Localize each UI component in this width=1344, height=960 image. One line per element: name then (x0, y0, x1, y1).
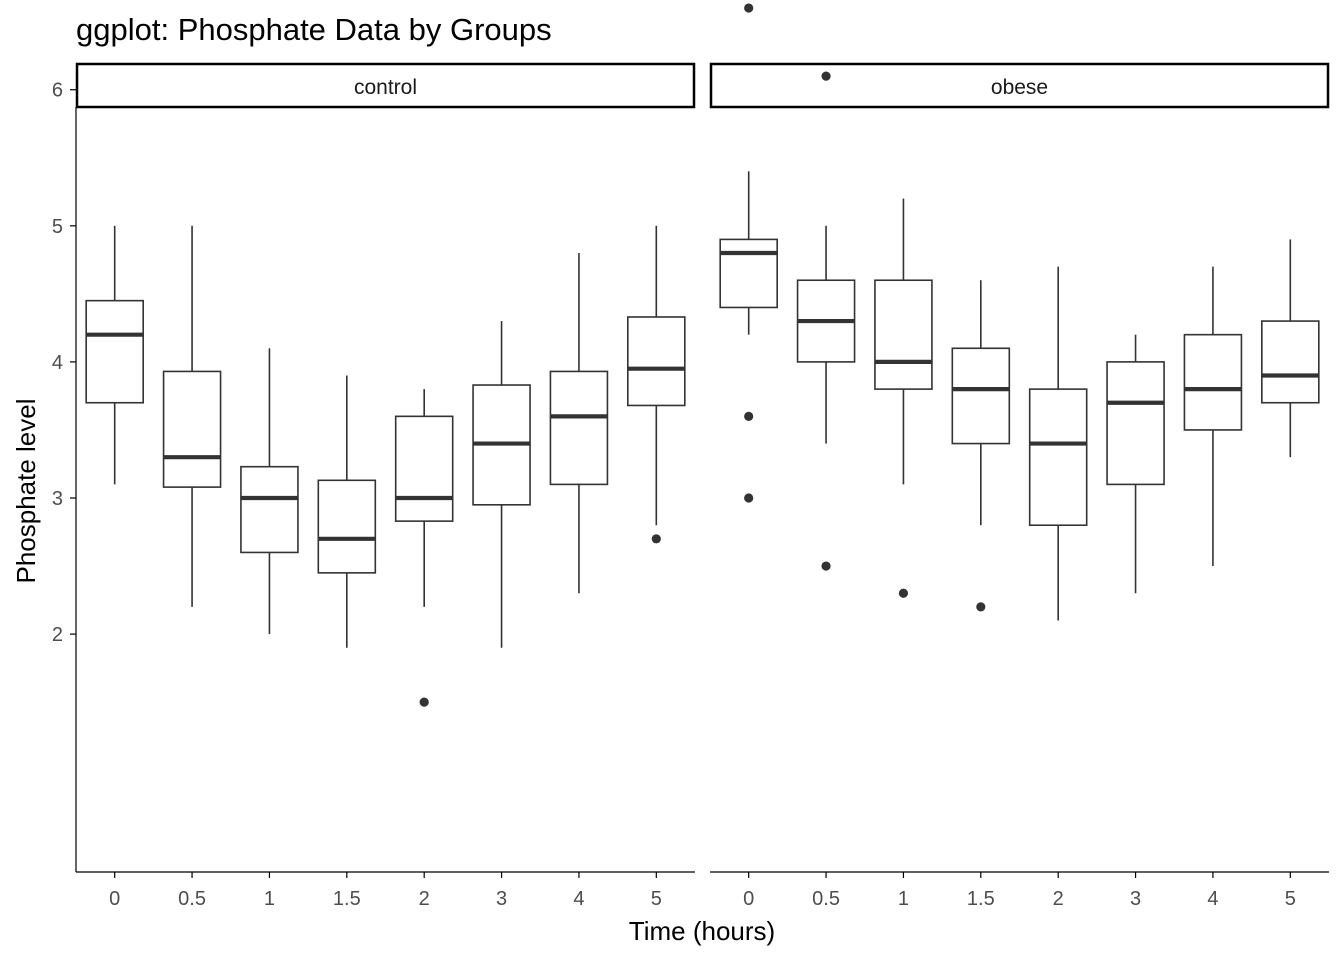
box-control-0 (85, 225, 144, 485)
outlier-point (821, 561, 831, 571)
outlier-point (651, 534, 661, 544)
box-obese-2 (1028, 266, 1088, 621)
box-iqr (85, 299, 144, 404)
x-tick-label: 4 (1207, 888, 1218, 910)
box-control-1 (240, 348, 299, 635)
x-tick-label: 1 (898, 888, 909, 910)
box-obese-4 (1183, 266, 1243, 567)
box-iqr (874, 279, 933, 390)
box-iqr (240, 465, 299, 554)
outlier-point (744, 3, 754, 13)
facet-panel-control: control 0 0.5 1 1.5 2 3 4 5 (75, 62, 696, 910)
box-iqr (162, 370, 222, 488)
x-tick-label: 0.5 (812, 888, 840, 910)
box-iqr (1183, 333, 1243, 431)
box-obese-1 (874, 198, 933, 598)
box-control-5 (627, 225, 686, 544)
x-tick-label: 0 (109, 888, 120, 910)
x-tick-label: 1.5 (967, 888, 995, 910)
box-obese-3 (1106, 334, 1165, 594)
y-axis-title: Phosphate level (11, 398, 41, 583)
outlier-point (976, 602, 986, 612)
facet-panel-obese: obese 0 0.5 1 1.5 2 3 4 5 (709, 3, 1330, 910)
y-tick-label: 6 (52, 80, 63, 102)
x-tick-label: 3 (1130, 888, 1141, 910)
chart-title: ggplot: Phosphate Data by Groups (76, 12, 552, 47)
facet-strip (709, 62, 1330, 109)
box-iqr (1106, 361, 1165, 486)
x-tick-label: 5 (1285, 888, 1296, 910)
x-tick-label: 2 (1053, 888, 1064, 910)
box-control-1.5 (317, 375, 377, 648)
outlier-point (744, 493, 754, 503)
y-tick-label: 4 (52, 352, 63, 374)
box-obese-5 (1261, 239, 1320, 458)
x-tick-label: 1.5 (333, 888, 361, 910)
facet-strip (75, 62, 696, 109)
box-iqr (317, 479, 377, 574)
facets: 2 3 4 5 6 control 0 0.5 1 1.5 2 3 4 5 obese 0 0.5 1 1.5 2 3 4… (52, 3, 1330, 910)
x-tick-label: 4 (573, 888, 584, 910)
x-tick-label: 2 (419, 888, 430, 910)
box-obese-0 (719, 3, 778, 503)
box-iqr (549, 370, 609, 486)
box-iqr (719, 238, 778, 309)
facet-strip-label: control (354, 76, 417, 99)
x-tick-label: 0 (743, 888, 754, 910)
box-control-2 (394, 389, 454, 707)
box-control-0.5 (162, 225, 222, 607)
outlier-point (744, 411, 754, 421)
box-iqr (1028, 388, 1088, 527)
y-tick-label: 5 (52, 216, 63, 238)
box-iqr (627, 316, 686, 407)
outlier-point (821, 71, 831, 81)
outlier-point (419, 697, 429, 707)
x-tick-label: 3 (496, 888, 507, 910)
x-tick-label: 1 (264, 888, 275, 910)
outlier-point (898, 588, 909, 598)
box-control-4 (549, 253, 609, 594)
y-tick-label: 3 (52, 488, 63, 510)
y-axis: 2 3 4 5 6 (52, 80, 76, 646)
x-axis-title: Time (hours) (629, 916, 775, 946)
y-tick-label: 2 (52, 624, 63, 646)
x-tick-label: 0.5 (178, 888, 206, 910)
facet-strip-label: obese (991, 76, 1048, 99)
box-control-3 (472, 321, 531, 648)
box-iqr (1261, 320, 1320, 404)
box-iqr (951, 347, 1011, 445)
box-obese-0.5 (796, 71, 856, 571)
box-iqr (394, 415, 454, 522)
x-tick-label: 5 (651, 888, 662, 910)
box-obese-1.5 (951, 280, 1011, 612)
